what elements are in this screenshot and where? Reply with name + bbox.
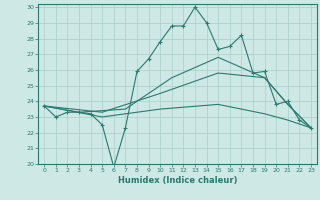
X-axis label: Humidex (Indice chaleur): Humidex (Indice chaleur) [118, 176, 237, 185]
